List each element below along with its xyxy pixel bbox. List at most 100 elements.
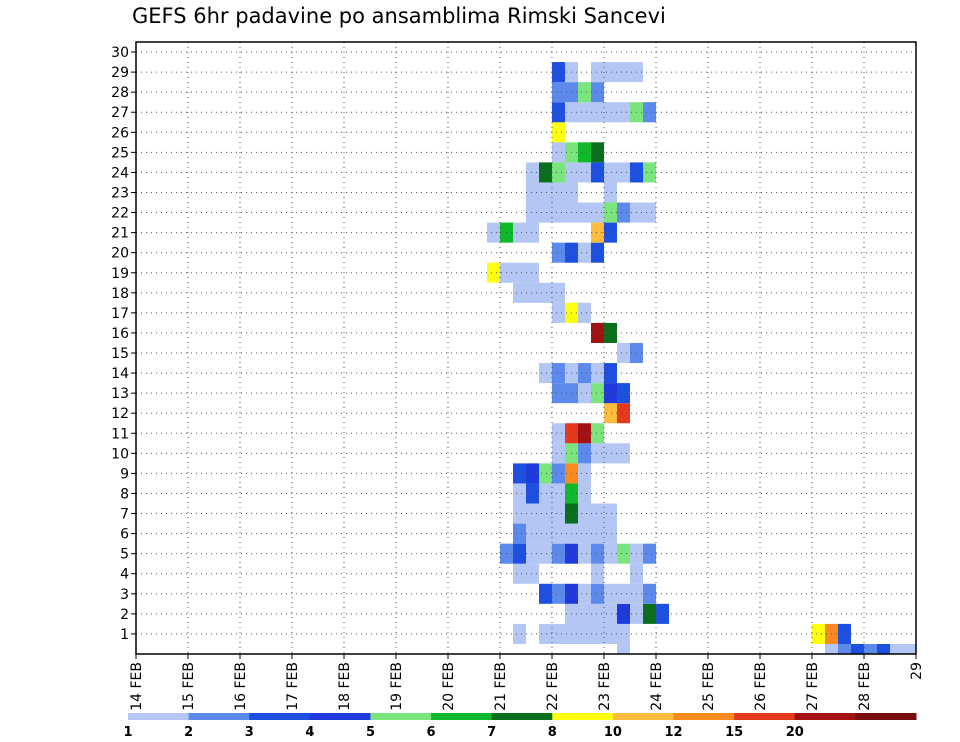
heatmap-cell bbox=[591, 102, 604, 123]
heatmap-cell bbox=[552, 122, 565, 143]
y-tick-label: 2 bbox=[120, 607, 129, 623]
heatmap-cell bbox=[591, 142, 604, 163]
heatmap-cell bbox=[591, 543, 604, 564]
colorbar-label: 6 bbox=[427, 725, 436, 740]
colorbar-label: 2 bbox=[184, 725, 193, 740]
x-tick-label: 24 FEB bbox=[649, 662, 665, 711]
heatmap-cell bbox=[604, 222, 617, 243]
y-tick-label: 3 bbox=[120, 587, 129, 603]
heatmap-cell bbox=[513, 563, 526, 584]
heatmap-cell bbox=[539, 162, 552, 183]
heatmap-cell bbox=[643, 603, 656, 624]
y-tick-label: 28 bbox=[111, 85, 129, 101]
x-tick-label: 28 FEB bbox=[857, 662, 873, 711]
heatmap-cell bbox=[591, 523, 604, 544]
heatmap-cell bbox=[838, 623, 851, 644]
heatmap-cell bbox=[539, 483, 552, 504]
heatmap-cell bbox=[617, 62, 630, 83]
colorbar-swatch bbox=[431, 713, 493, 720]
heatmap-cell bbox=[643, 583, 656, 604]
heatmap-cell bbox=[591, 443, 604, 464]
colorbar-swatch bbox=[552, 713, 614, 720]
y-tick-label: 26 bbox=[111, 125, 129, 141]
colorbar-swatch bbox=[612, 713, 675, 720]
colorbar-label: 12 bbox=[664, 725, 682, 740]
heatmap-cell bbox=[539, 363, 552, 384]
heatmap-cell bbox=[539, 583, 552, 604]
heatmap-cell bbox=[578, 162, 591, 183]
y-tick-label: 11 bbox=[111, 426, 129, 442]
x-tick-label: 19 FEB bbox=[389, 662, 405, 711]
y-tick-label: 18 bbox=[111, 286, 129, 302]
y-tick-label: 4 bbox=[120, 567, 129, 583]
heatmap-cell bbox=[539, 543, 552, 564]
x-tick-label: 22 FEB bbox=[545, 662, 561, 711]
heatmap-cell bbox=[591, 363, 604, 384]
heatmap-cell bbox=[539, 523, 552, 544]
heatmap-cell bbox=[617, 202, 630, 223]
heatmap-cell bbox=[591, 162, 604, 183]
y-tick-label: 29 bbox=[111, 65, 129, 81]
heatmap-cell bbox=[578, 383, 591, 404]
heatmap-cell bbox=[526, 523, 539, 544]
heatmap-cell bbox=[487, 222, 500, 243]
heatmap-cell bbox=[578, 142, 591, 163]
heatmap-cell bbox=[526, 182, 539, 203]
heatmap-cell bbox=[591, 583, 604, 604]
colorbar-label: 15 bbox=[725, 725, 743, 740]
heatmap-cell bbox=[643, 102, 656, 123]
heatmap-cell bbox=[617, 443, 630, 464]
heatmap-cell bbox=[526, 282, 539, 303]
heatmap-cell bbox=[825, 643, 838, 654]
colorbar-swatch bbox=[794, 713, 856, 720]
heatmap-cell bbox=[578, 443, 591, 464]
heatmap-cell bbox=[617, 583, 630, 604]
heatmap-cell bbox=[578, 543, 591, 564]
y-tick-label: 7 bbox=[120, 507, 129, 523]
heatmap-cell bbox=[578, 623, 591, 644]
heatmap-cell bbox=[617, 403, 630, 424]
heatmap-cell bbox=[552, 583, 565, 604]
heatmap-cell bbox=[578, 202, 591, 223]
heatmap-cell bbox=[578, 463, 591, 484]
colorbar-swatch bbox=[855, 713, 917, 720]
heatmap-cell bbox=[552, 363, 565, 384]
heatmap-cell bbox=[552, 242, 565, 263]
heatmap-cell bbox=[513, 282, 526, 303]
heatmap-cell bbox=[513, 222, 526, 243]
heatmap-cell bbox=[604, 322, 617, 343]
colorbar-label: 7 bbox=[487, 725, 496, 740]
x-tick-label: 14 FEB bbox=[129, 662, 145, 711]
heatmap-cell bbox=[578, 503, 591, 524]
heatmap-cell bbox=[903, 643, 916, 654]
heatmap-cell bbox=[578, 102, 591, 123]
heatmap-cell bbox=[578, 302, 591, 323]
colorbar-swatch bbox=[188, 713, 250, 720]
colorbar-label: 20 bbox=[786, 725, 804, 740]
colorbar-swatch bbox=[370, 713, 432, 720]
colorbar-swatch bbox=[309, 713, 371, 720]
heatmap-cell bbox=[604, 162, 617, 183]
heatmap-cell bbox=[552, 383, 565, 404]
colorbar-label: 8 bbox=[548, 725, 557, 740]
heatmap-cell bbox=[539, 503, 552, 524]
heatmap-cell bbox=[591, 503, 604, 524]
heatmap-cell bbox=[604, 403, 617, 424]
x-tick-label: 17 FEB bbox=[285, 662, 301, 711]
colorbar-label: 4 bbox=[305, 725, 314, 740]
heatmap-cell bbox=[591, 383, 604, 404]
heatmap-cell bbox=[513, 543, 526, 564]
y-tick-label: 6 bbox=[120, 527, 129, 543]
heatmap-cell bbox=[552, 102, 565, 123]
heatmap-cell bbox=[591, 623, 604, 644]
heatmap-cell bbox=[578, 82, 591, 103]
x-tick-label: 29 bbox=[909, 662, 925, 680]
heatmap-cell bbox=[552, 282, 565, 303]
heatmap-cell bbox=[539, 182, 552, 203]
heatmap-cell bbox=[552, 82, 565, 103]
heatmap-cell bbox=[526, 563, 539, 584]
heatmap-cell bbox=[604, 603, 617, 624]
y-tick-label: 20 bbox=[111, 246, 129, 262]
heatmap-cell bbox=[552, 463, 565, 484]
